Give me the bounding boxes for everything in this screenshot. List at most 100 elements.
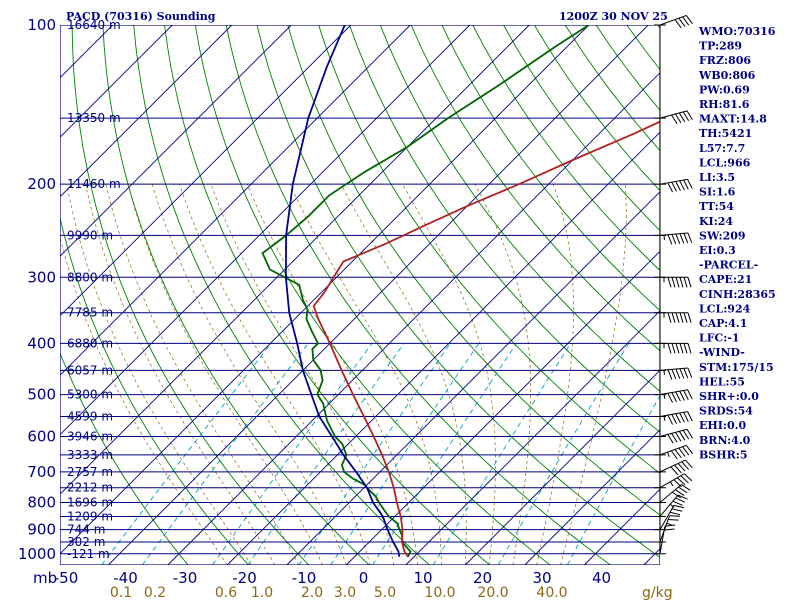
- wind-barb-flag: [679, 343, 684, 354]
- pressure-tick-label: 200: [27, 175, 56, 193]
- index-line: L57:7.7: [699, 142, 745, 155]
- wind-barb-flag: [671, 312, 676, 323]
- isotherm: [60, 25, 590, 555]
- wind-barb-flag: [679, 368, 685, 379]
- index-line: TT:54: [699, 200, 734, 213]
- wind-barb-flag: [683, 233, 689, 244]
- wind-barb-flag: [673, 504, 685, 509]
- wind-barb-staff: [659, 367, 688, 371]
- wind-barb-flag: [682, 446, 690, 456]
- wind-barb-flag: [679, 277, 684, 288]
- moist-adiabat: [289, 184, 442, 565]
- isotherm: [167, 72, 660, 565]
- dry-adiabat: [164, 25, 491, 565]
- temperature-tick-label: 30: [532, 569, 551, 587]
- wind-barb-flag: [667, 277, 672, 288]
- index-line: STM:175/15: [699, 361, 774, 374]
- pressure-tick-label: 900: [27, 521, 56, 539]
- isotherm: [60, 25, 471, 436]
- index-line: SW:209: [699, 229, 746, 242]
- dry-adiabat: [194, 25, 551, 565]
- pressure-tick-label: 400: [27, 334, 56, 352]
- index-line: CAPE:21: [699, 273, 752, 286]
- mixing-ratio-label: 2.0: [301, 585, 323, 600]
- wind-barb-flag: [669, 511, 681, 516]
- index-line: EI:0.3: [699, 244, 736, 257]
- wind-barb-flag: [678, 447, 686, 457]
- mixing-ratio-label: 0.2: [144, 585, 166, 600]
- temperature-tick-label: -30: [173, 569, 198, 587]
- temperature-tick-label: -10: [292, 569, 317, 587]
- dry-adiabat: [348, 25, 660, 433]
- wind-barb-flag: [683, 312, 688, 323]
- wind-barb-flag: [675, 312, 680, 323]
- index-line: LI:3.5: [699, 171, 735, 184]
- isotherm: [226, 131, 660, 565]
- wind-barb-halfflag: [663, 393, 666, 399]
- index-line: LCL:924: [699, 302, 751, 315]
- wind-barb-flag: [671, 343, 676, 354]
- moist-adiabat: [246, 184, 419, 565]
- height-label: 6880 m: [67, 336, 113, 350]
- wind-barb-flag: [687, 343, 692, 354]
- wind-barb-flag: [670, 450, 678, 460]
- wind-barb-flag: [668, 518, 679, 521]
- temperature-tick-label: -40: [113, 569, 138, 587]
- wind-barb-flag: [687, 389, 693, 400]
- wind-barb: [654, 494, 688, 517]
- pressure-tick-label: 500: [27, 386, 56, 404]
- height-label: 6057 m: [67, 363, 113, 377]
- height-label: 302 m: [67, 535, 105, 549]
- wind-barb-flag: [685, 15, 693, 25]
- series-dewpoint: [284, 25, 401, 557]
- wind-barb: [654, 484, 691, 504]
- wind-barb-flag: [667, 343, 672, 354]
- index-line: CINH:28365: [699, 288, 776, 301]
- wind-barb-flag: [678, 486, 688, 494]
- dry-adiabat: [60, 216, 249, 565]
- wind-barb-flag: [673, 479, 682, 488]
- isotherm: [524, 429, 660, 565]
- wind-barb-flag: [679, 390, 685, 401]
- wind-barb-flag: [671, 277, 676, 288]
- wind-barb-flag: [682, 16, 690, 26]
- index-line: SHR+:0.0: [699, 390, 759, 403]
- wind-barb-flag: [674, 449, 682, 459]
- wind-barb-flag: [682, 111, 690, 122]
- mixing-ratio-label: 20.0: [477, 585, 508, 600]
- wind-barb-staff: [659, 428, 688, 437]
- wind-barb-staff: [659, 494, 679, 517]
- wind-barb-flag: [667, 234, 673, 245]
- isotherm: [60, 25, 292, 257]
- dry-adiabat: [60, 351, 189, 565]
- wind-barb-flag: [667, 182, 674, 193]
- mixing-ratio-line: [567, 394, 660, 565]
- wind-barb-flag: [664, 524, 676, 527]
- wind-barb-flag: [678, 431, 686, 441]
- height-label: 1696 m: [67, 496, 113, 510]
- index-line: CAP:4.1: [699, 317, 747, 330]
- wind-barb-staff: [659, 444, 687, 456]
- dry-adiabat: [379, 25, 660, 392]
- wind-barb-halfflag: [669, 503, 675, 508]
- height-label: 2757 m: [67, 465, 113, 479]
- isotherm: [60, 25, 411, 376]
- isotherm: [60, 25, 173, 138]
- isotherm: [60, 25, 352, 317]
- series-temperature: [261, 25, 590, 558]
- wind-barb-flag: [687, 179, 693, 189]
- mixing-ratio-label: 1.0: [251, 585, 273, 600]
- chart-time: 1200Z 30 NOV 25: [559, 10, 668, 23]
- height-label: 7785 m: [67, 306, 113, 320]
- index-line: MAXT:14.8: [699, 113, 767, 126]
- height-label: 4599 m: [67, 410, 113, 424]
- moist-adiabat: [85, 184, 276, 565]
- isotherm: [345, 250, 660, 565]
- index-line: -WIND-: [699, 346, 745, 359]
- dry-adiabat: [410, 25, 660, 352]
- wind-barb-flag: [675, 233, 681, 244]
- temperature-tick-label: -50: [54, 569, 79, 587]
- wind-barb-flag: [687, 367, 693, 378]
- wind-barb-flag: [671, 508, 683, 512]
